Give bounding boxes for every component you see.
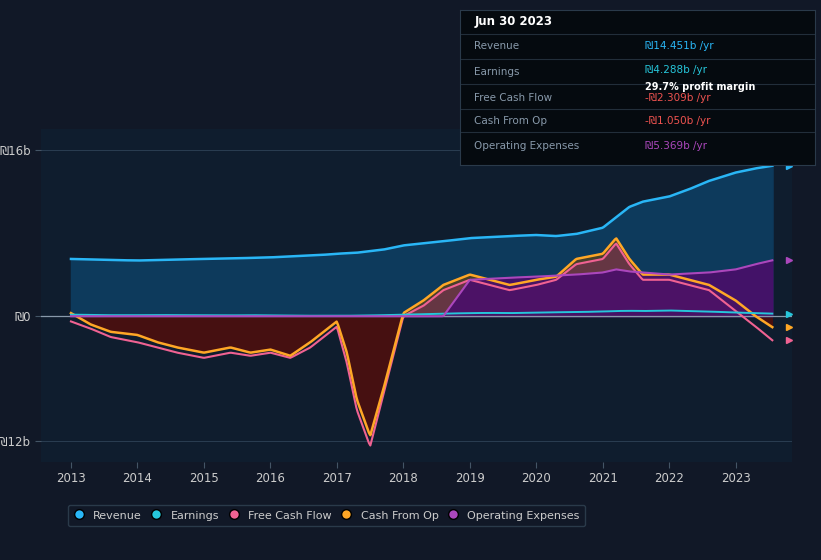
Text: Free Cash Flow: Free Cash Flow	[475, 92, 553, 102]
Text: Jun 30 2023: Jun 30 2023	[475, 15, 553, 28]
Text: 29.7% profit margin: 29.7% profit margin	[644, 82, 755, 92]
Text: -₪1.050b /yr: -₪1.050b /yr	[644, 116, 710, 126]
Text: Operating Expenses: Operating Expenses	[475, 141, 580, 151]
Text: ₪4.288b /yr: ₪4.288b /yr	[644, 64, 707, 74]
Text: Cash From Op: Cash From Op	[475, 116, 548, 126]
Text: ₪14.451b /yr: ₪14.451b /yr	[644, 41, 713, 52]
Text: ₪5.369b /yr: ₪5.369b /yr	[644, 141, 707, 151]
Legend: Revenue, Earnings, Free Cash Flow, Cash From Op, Operating Expenses: Revenue, Earnings, Free Cash Flow, Cash …	[67, 505, 585, 526]
Text: -₪2.309b /yr: -₪2.309b /yr	[644, 92, 710, 102]
Text: Revenue: Revenue	[475, 41, 520, 52]
Text: Earnings: Earnings	[475, 67, 520, 77]
